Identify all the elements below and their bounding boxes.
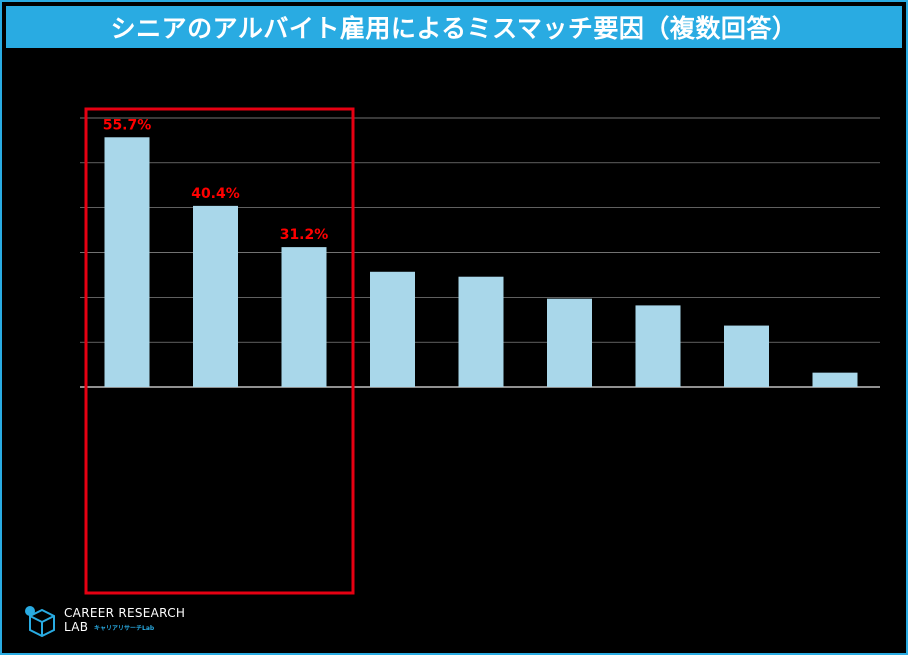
bar-5	[458, 276, 504, 387]
bar-6	[547, 298, 592, 387]
bar-3	[281, 247, 327, 387]
bar-2	[193, 205, 238, 387]
bar-8	[724, 325, 769, 387]
logo-tagline: キャリアリサーチLab	[94, 625, 155, 632]
data-labels: 55.7% 40.4% 31.2%	[103, 117, 329, 243]
logo-text-line1: CAREER RESEARCH	[64, 606, 186, 620]
title-bar: シニアのアルバイト雇用によるミスマッチ要因（複数回答）	[6, 6, 902, 48]
logo-text-line2: LAB	[64, 620, 89, 634]
data-label-3: 31.2%	[280, 227, 329, 243]
highlight-box	[84, 107, 355, 595]
bar-4	[370, 271, 415, 387]
data-label-2: 40.4%	[191, 186, 240, 202]
data-label-1: 55.7%	[103, 117, 152, 133]
bar-9	[812, 372, 858, 387]
chart-title: シニアのアルバイト雇用によるミスマッチ要因（複数回答）	[110, 14, 798, 43]
bars	[104, 137, 858, 387]
bar-1	[104, 137, 150, 387]
bar-7	[635, 305, 681, 387]
logo-cube-icon	[25, 606, 55, 638]
career-research-lab-logo: CAREER RESEARCH LAB キャリアリサーチLab	[22, 602, 202, 638]
